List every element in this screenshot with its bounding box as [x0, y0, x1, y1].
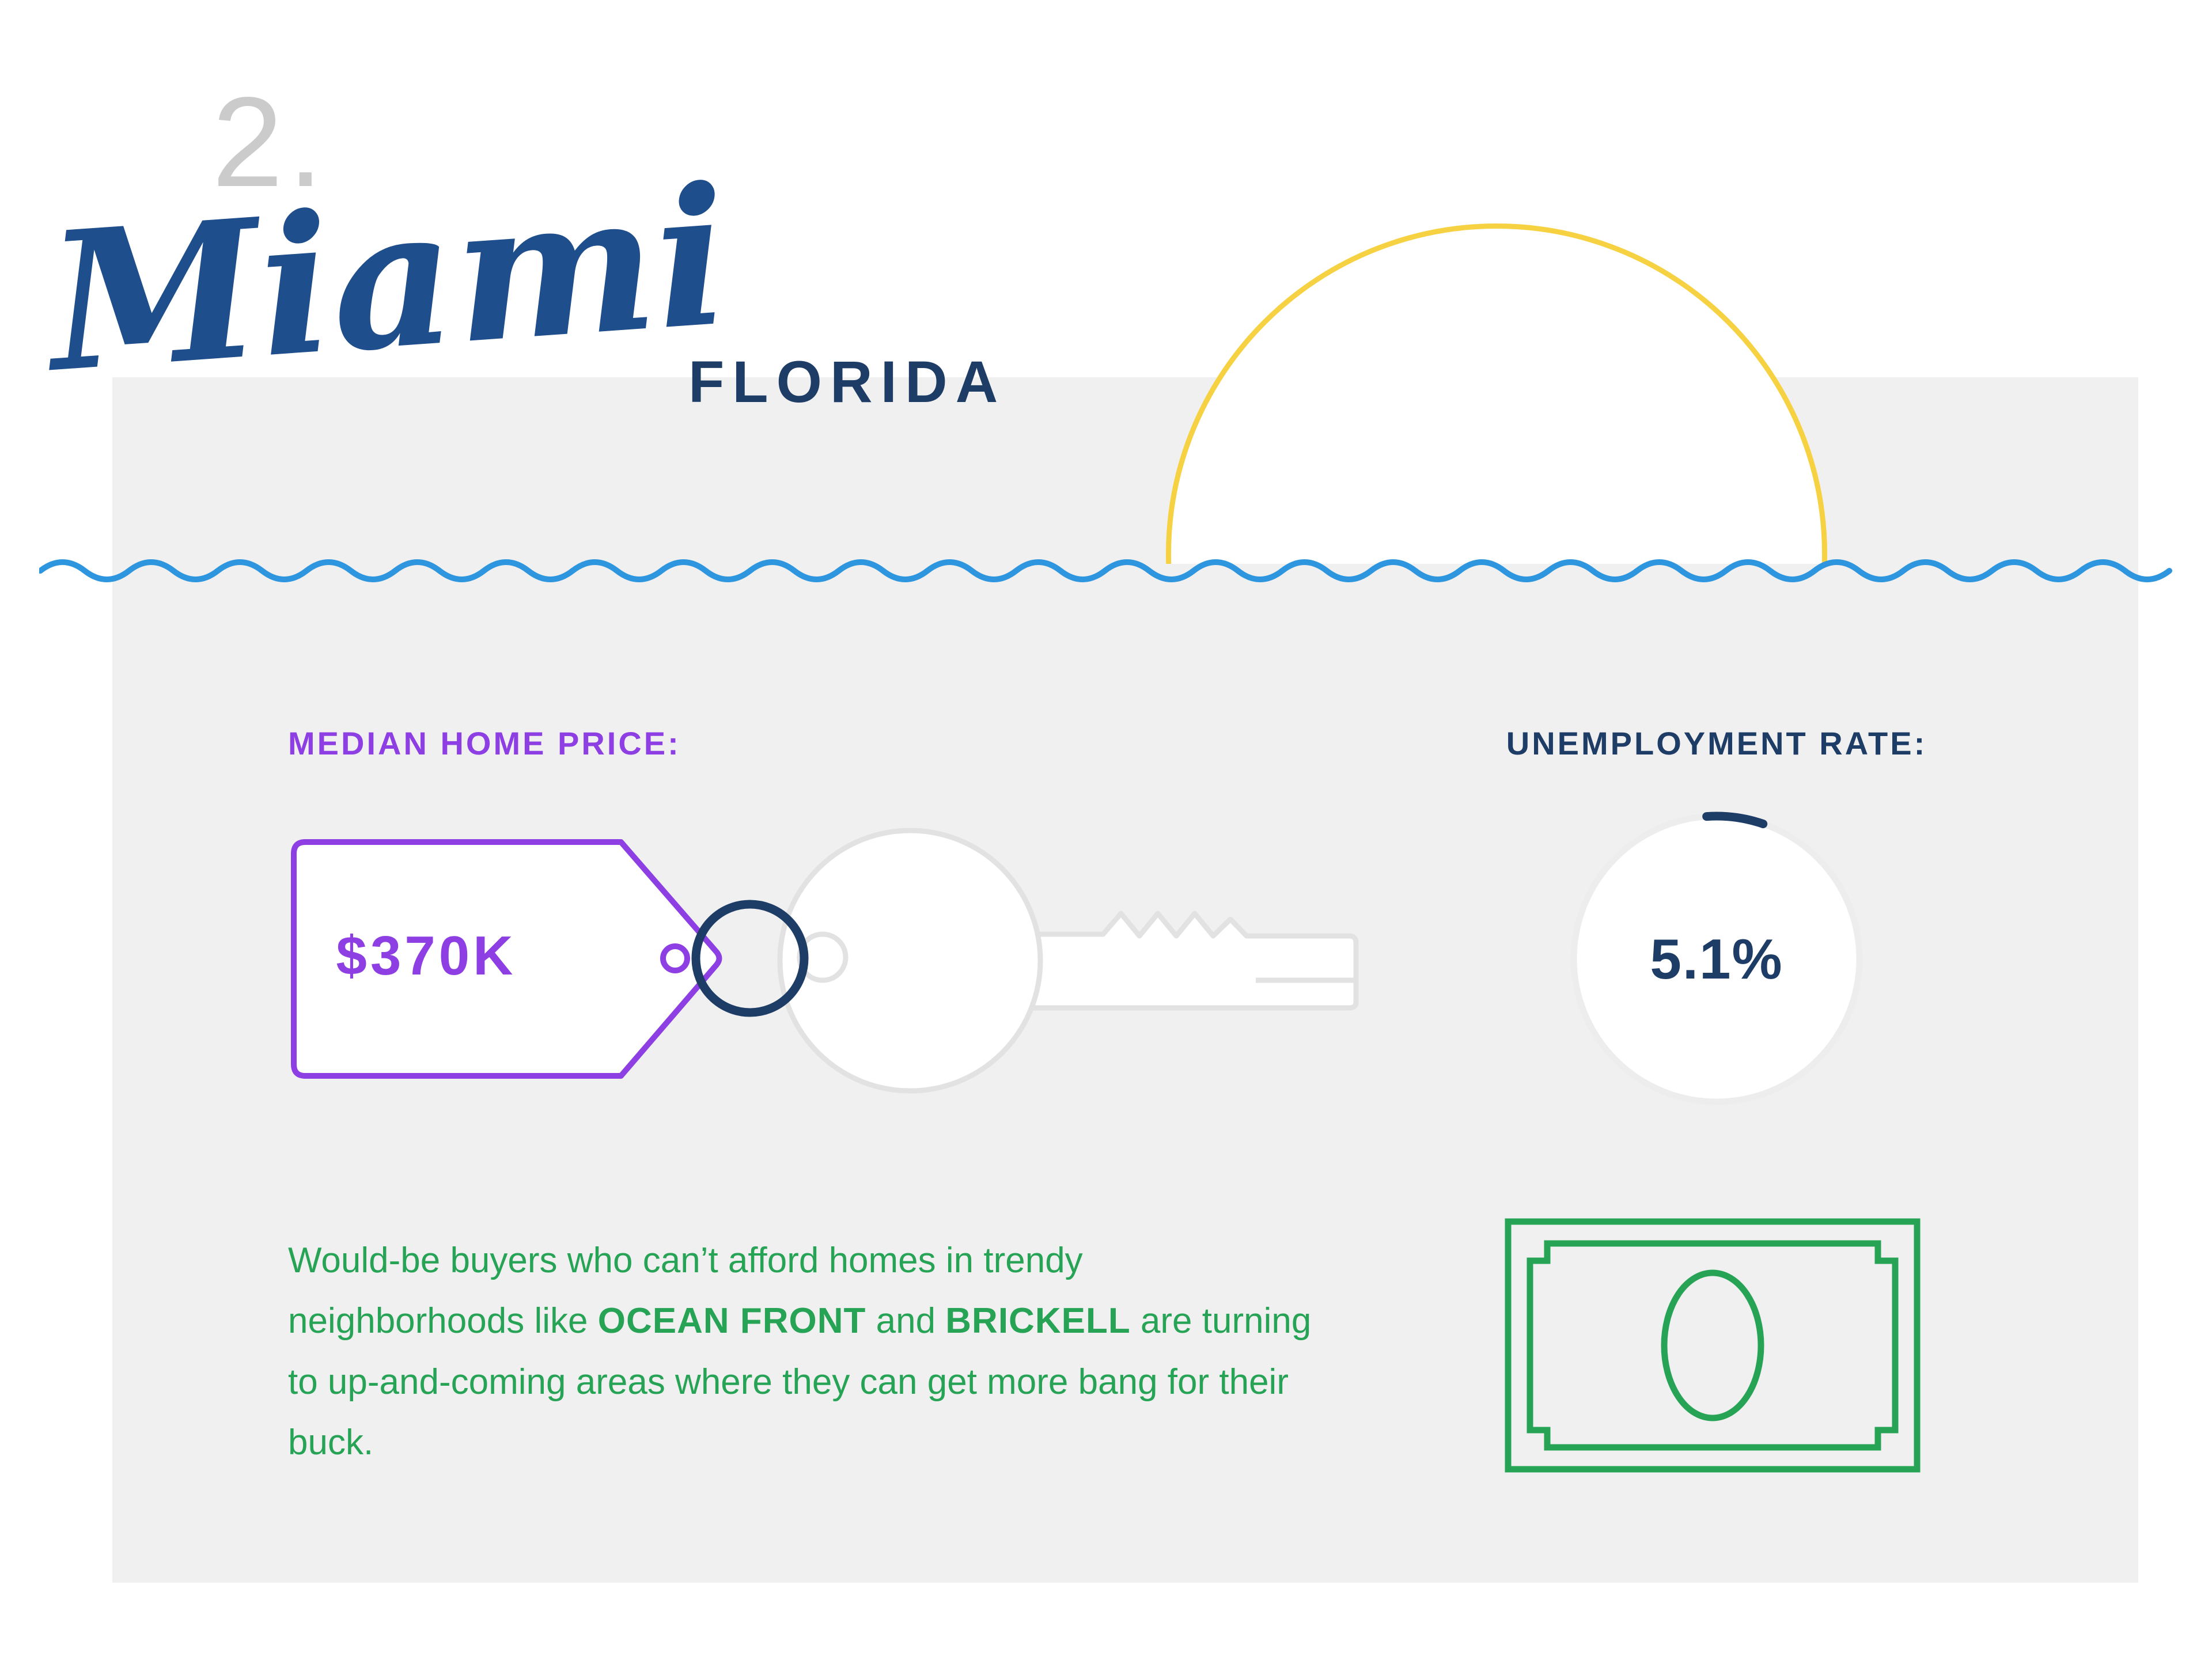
median-home-price-value: $370K	[336, 925, 517, 987]
bill-inner-border	[1527, 1240, 1899, 1451]
key-icon	[1024, 911, 1359, 1011]
description-paragraph: Would-be buyers who can’t afford homes i…	[288, 1230, 1325, 1473]
description-bold-brickell: BRICKELL	[945, 1301, 1131, 1341]
description-part2: and	[866, 1301, 946, 1341]
unemployment-rate-value: 5.1%	[1650, 927, 1783, 991]
key-hole	[797, 931, 849, 983]
dollar-bill-icon	[1505, 1218, 1921, 1473]
wave-path	[39, 559, 2172, 582]
median-home-price-label: MEDIAN HOME PRICE:	[288, 725, 681, 761]
wave-icon	[39, 559, 2172, 582]
key-head	[777, 828, 1043, 1094]
unemployment-rate-label: UNEMPLOYMENT RATE:	[1506, 725, 1927, 761]
bill-center-oval	[1661, 1269, 1764, 1421]
rank-number: 2.	[212, 71, 328, 214]
sun-icon	[1166, 223, 1827, 564]
state-title: FLORIDA	[688, 349, 1006, 415]
gauge-progress-arc	[1702, 812, 1768, 828]
description-part3: are turning to up-and-coming areas where…	[288, 1301, 1312, 1463]
price-tag-hole	[660, 943, 690, 973]
key-ring-icon	[691, 900, 809, 1017]
description-bold-ocean-front: OCEAN FRONT	[597, 1301, 866, 1341]
city-script-title: Miami	[41, 144, 736, 415]
description-part1: Would-be buyers who can’t afford homes i…	[288, 1241, 1083, 1341]
home-price-illustration	[291, 828, 1359, 1094]
price-tag-icon	[291, 839, 722, 1079]
sun-clip-region	[1165, 220, 1833, 564]
unemployment-gauge-icon	[1570, 812, 1863, 1105]
bill-outer-border	[1505, 1218, 1921, 1473]
